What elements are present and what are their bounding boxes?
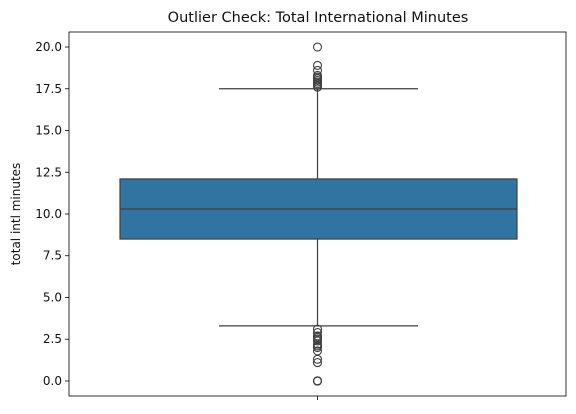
y-tick-label: 12.5	[35, 165, 62, 179]
outlier-point	[312, 42, 323, 52]
outlier-point	[312, 331, 323, 341]
plot-area: 0.0 2.5 5.0 7.5 10.0 12.5 15.0 17.5 20.0	[35, 31, 567, 400]
y-tick-label: 0.0	[43, 374, 62, 388]
outlier-point	[312, 346, 323, 356]
outlier-point	[312, 324, 323, 334]
y-tick-label: 5.0	[43, 290, 62, 304]
outlier-point	[312, 60, 323, 70]
y-tick-label: 17.5	[35, 82, 62, 96]
y-tick-label: 7.5	[43, 249, 62, 263]
y-tick-label: 20.0	[35, 40, 62, 54]
outlier-point	[312, 65, 323, 75]
y-tick-label: 10.0	[35, 207, 62, 221]
y-axis-label: total intl minutes	[9, 163, 23, 266]
chart-title: Outlier Check: Total International Minut…	[168, 10, 469, 26]
outlier-point	[312, 376, 323, 386]
y-tick-label: 2.5	[43, 332, 62, 346]
y-tick-label: 15.0	[35, 124, 62, 138]
outlier-point	[312, 70, 323, 80]
outlier-point	[312, 328, 323, 338]
outlier-point	[312, 358, 323, 368]
